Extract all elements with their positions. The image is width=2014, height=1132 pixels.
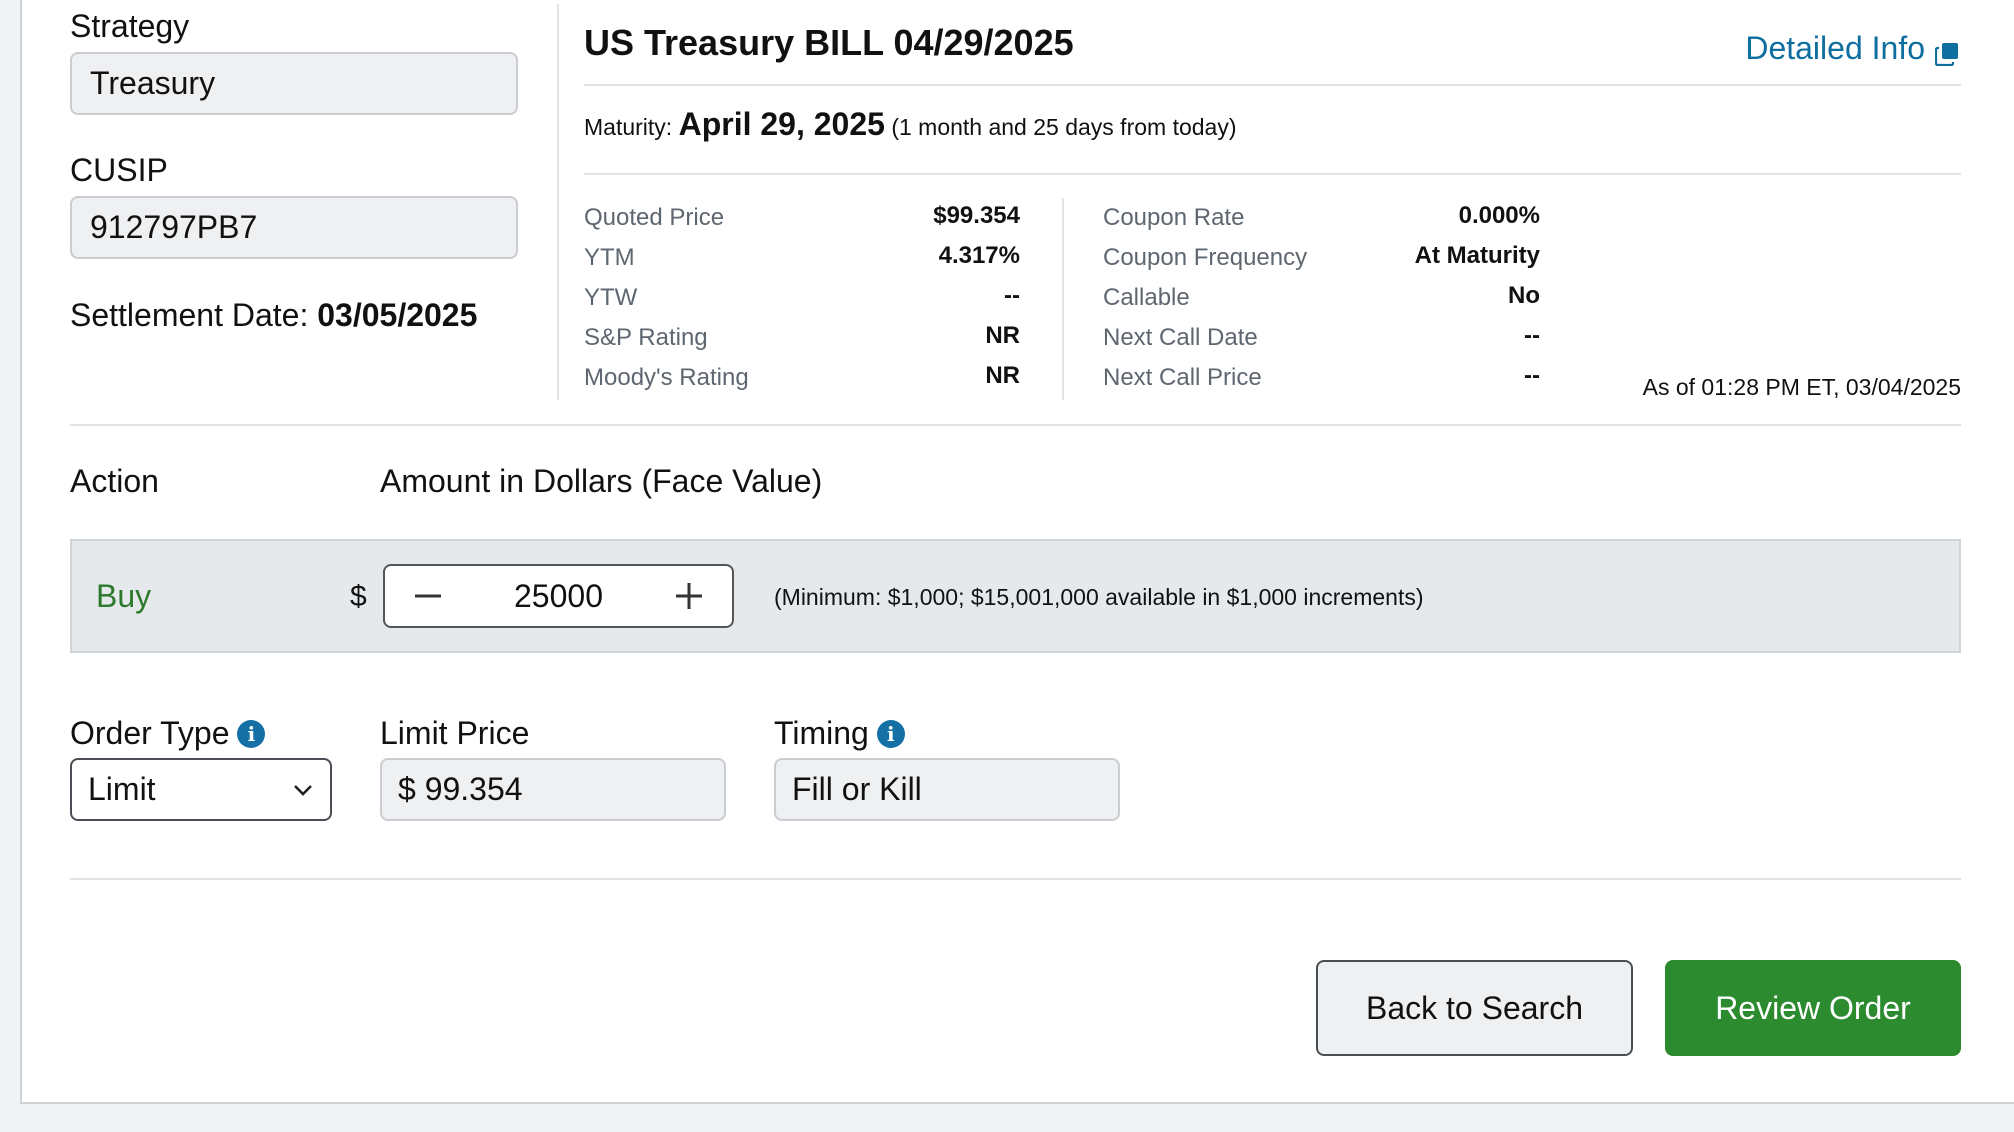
plus-icon [676, 583, 702, 609]
maturity-relative: (1 month and 25 days from today) [891, 114, 1237, 140]
cusip-label: CUSIP [70, 152, 168, 188]
stat-value-ytw: -- [1004, 282, 1020, 309]
detailed-info-link[interactable]: Detailed Info [1745, 30, 1959, 67]
stat-label-next-call-price: Next Call Price [1103, 364, 1262, 391]
amount-input[interactable]: 25000 [514, 577, 603, 614]
maturity-divider [584, 173, 1961, 175]
maturity-line: Maturity: April 29, 2025 (1 month and 25… [584, 106, 1237, 143]
cusip-field: 912797PB7 [70, 196, 518, 259]
stat-value-callable: No [1508, 282, 1540, 309]
stat-label-quoted-price: Quoted Price [584, 204, 725, 231]
external-link-icon [1934, 37, 1959, 66]
stat-value-coupon-rate: 0.000% [1458, 202, 1540, 229]
settlement-label: Settlement Date: [70, 297, 309, 333]
timing-label-text: Timing [774, 715, 869, 751]
order-type-label: Order Type i [70, 715, 266, 752]
stat-value-coupon-frequency: At Maturity [1414, 242, 1540, 269]
chevron-down-icon [294, 784, 312, 796]
stat-label-coupon-frequency: Coupon Frequency [1103, 244, 1308, 271]
limit-price-field[interactable]: $ 99.354 [380, 758, 726, 821]
maturity-date: April 29, 2025 [678, 106, 885, 142]
back-to-search-button[interactable]: Back to Search [1316, 960, 1633, 1056]
minimum-note: (Minimum: $1,000; $15,001,000 available … [774, 584, 1424, 610]
amount-stepper[interactable]: 25000 [383, 564, 734, 628]
stat-label-coupon-rate: Coupon Rate [1103, 204, 1245, 231]
stat-label-sp-rating: S&P Rating [584, 324, 708, 351]
timing-label: Timing i [774, 715, 905, 752]
stat-label-next-call-date: Next Call Date [1103, 324, 1258, 351]
timing-field: Fill or Kill [774, 758, 1120, 821]
action-header: Action [70, 463, 159, 499]
stat-value-ytm: 4.317% [938, 242, 1020, 269]
section-divider-top [70, 424, 1961, 426]
detailed-info-label[interactable]: Detailed Info [1745, 30, 1925, 66]
stat-value-next-call-price: -- [1524, 362, 1540, 389]
amount-header: Amount in Dollars (Face Value) [380, 463, 823, 499]
stats-divider [1062, 198, 1064, 400]
order-type-info-icon[interactable]: i [237, 720, 266, 748]
bond-title: US Treasury BILL 04/29/2025 [584, 22, 1074, 63]
stat-value-quoted-price: $99.354 [933, 202, 1020, 229]
limit-price-label: Limit Price [380, 715, 530, 751]
stat-value-moodys-rating: NR [985, 362, 1020, 389]
as-of-timestamp: As of 01:28 PM ET, 03/04/2025 [1642, 374, 1961, 400]
settlement-value: 03/05/2025 [317, 297, 478, 333]
stat-label-moodys-rating: Moody's Rating [584, 364, 749, 391]
stat-label-ytw: YTW [584, 284, 638, 311]
action-value-buy: Buy [96, 578, 152, 614]
decrement-button[interactable] [393, 566, 463, 626]
stat-value-next-call-date: -- [1524, 322, 1540, 349]
column-divider [557, 4, 559, 400]
section-divider-bottom [70, 878, 1961, 880]
increment-button[interactable] [654, 566, 724, 626]
minus-icon [415, 594, 441, 598]
title-divider [584, 84, 1961, 86]
order-type-value: Limit [88, 771, 156, 807]
stat-label-callable: Callable [1103, 284, 1190, 311]
order-type-label-text: Order Type [70, 715, 230, 751]
settlement-date: Settlement Date: 03/05/2025 [70, 297, 477, 334]
currency-symbol: $ [350, 580, 367, 613]
maturity-label: Maturity: [584, 114, 673, 140]
timing-info-icon[interactable]: i [876, 720, 905, 748]
strategy-field: Treasury [70, 52, 518, 115]
stat-label-ytm: YTM [584, 244, 635, 271]
stat-value-sp-rating: NR [985, 322, 1020, 349]
strategy-label: Strategy [70, 8, 190, 44]
order-type-select[interactable]: Limit [70, 758, 332, 821]
review-order-button[interactable]: Review Order [1665, 960, 1961, 1056]
